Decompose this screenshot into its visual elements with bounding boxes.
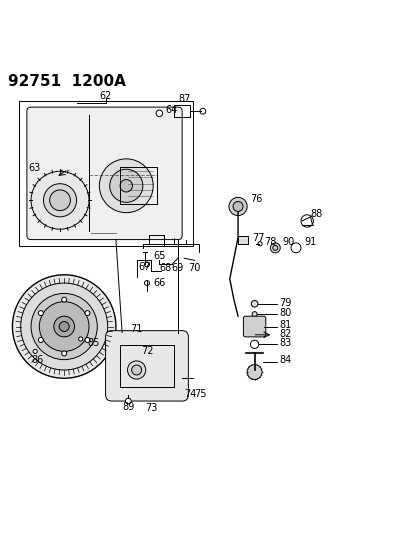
Text: 66: 66 — [153, 278, 165, 288]
Circle shape — [127, 361, 145, 379]
Circle shape — [21, 283, 107, 370]
Bar — [237, 236, 248, 244]
Text: 79: 79 — [279, 297, 291, 308]
Circle shape — [270, 243, 280, 253]
Text: 82: 82 — [279, 328, 291, 338]
Circle shape — [228, 197, 247, 215]
Text: 69: 69 — [171, 263, 184, 273]
Circle shape — [272, 245, 277, 251]
Text: 62: 62 — [99, 91, 112, 101]
Text: 80: 80 — [279, 308, 291, 318]
Circle shape — [78, 337, 83, 341]
Text: 67: 67 — [138, 262, 151, 272]
Text: 83: 83 — [279, 338, 291, 348]
Circle shape — [31, 171, 89, 229]
Circle shape — [38, 311, 43, 316]
Circle shape — [144, 262, 149, 267]
Circle shape — [251, 301, 257, 307]
Text: 71: 71 — [130, 324, 142, 334]
FancyBboxPatch shape — [27, 107, 182, 240]
Text: 86: 86 — [31, 354, 43, 365]
Circle shape — [109, 169, 142, 203]
Text: 78: 78 — [263, 238, 276, 247]
Circle shape — [252, 312, 256, 317]
Circle shape — [59, 321, 69, 332]
Text: 88: 88 — [310, 208, 322, 219]
Circle shape — [199, 108, 205, 114]
Text: 68: 68 — [159, 263, 171, 273]
Text: 70: 70 — [188, 263, 200, 273]
Circle shape — [99, 159, 153, 213]
Text: 85: 85 — [87, 338, 99, 348]
Circle shape — [33, 349, 37, 353]
Bar — [19, 101, 192, 246]
Text: 90: 90 — [282, 238, 294, 247]
Circle shape — [156, 110, 162, 117]
Circle shape — [12, 275, 116, 378]
Circle shape — [120, 180, 132, 192]
Text: 73: 73 — [145, 403, 157, 413]
Circle shape — [144, 280, 149, 286]
Text: 64: 64 — [165, 105, 178, 115]
Circle shape — [39, 302, 89, 351]
Circle shape — [85, 311, 90, 316]
Text: 89: 89 — [122, 402, 134, 412]
Text: 65: 65 — [153, 251, 165, 261]
Circle shape — [85, 337, 90, 343]
Text: 74: 74 — [184, 389, 196, 399]
Circle shape — [247, 365, 261, 379]
Text: 87: 87 — [178, 94, 190, 104]
Circle shape — [131, 365, 141, 375]
Text: 76: 76 — [250, 195, 262, 205]
Circle shape — [38, 337, 43, 343]
Circle shape — [31, 293, 97, 360]
Circle shape — [54, 316, 74, 337]
Circle shape — [50, 190, 70, 211]
FancyBboxPatch shape — [105, 330, 188, 401]
FancyBboxPatch shape — [243, 316, 265, 337]
Text: 75: 75 — [194, 389, 206, 399]
Text: 77: 77 — [252, 233, 264, 244]
Circle shape — [43, 184, 76, 217]
Text: 72: 72 — [140, 346, 153, 357]
Text: 84: 84 — [279, 356, 291, 366]
Circle shape — [62, 351, 66, 356]
Circle shape — [62, 297, 66, 302]
Circle shape — [233, 201, 242, 212]
Text: 92751  1200A: 92751 1200A — [8, 74, 126, 89]
Text: 81: 81 — [279, 320, 291, 330]
Circle shape — [257, 241, 261, 246]
Text: 91: 91 — [304, 238, 316, 247]
Circle shape — [125, 398, 131, 404]
Text: 63: 63 — [28, 163, 40, 173]
